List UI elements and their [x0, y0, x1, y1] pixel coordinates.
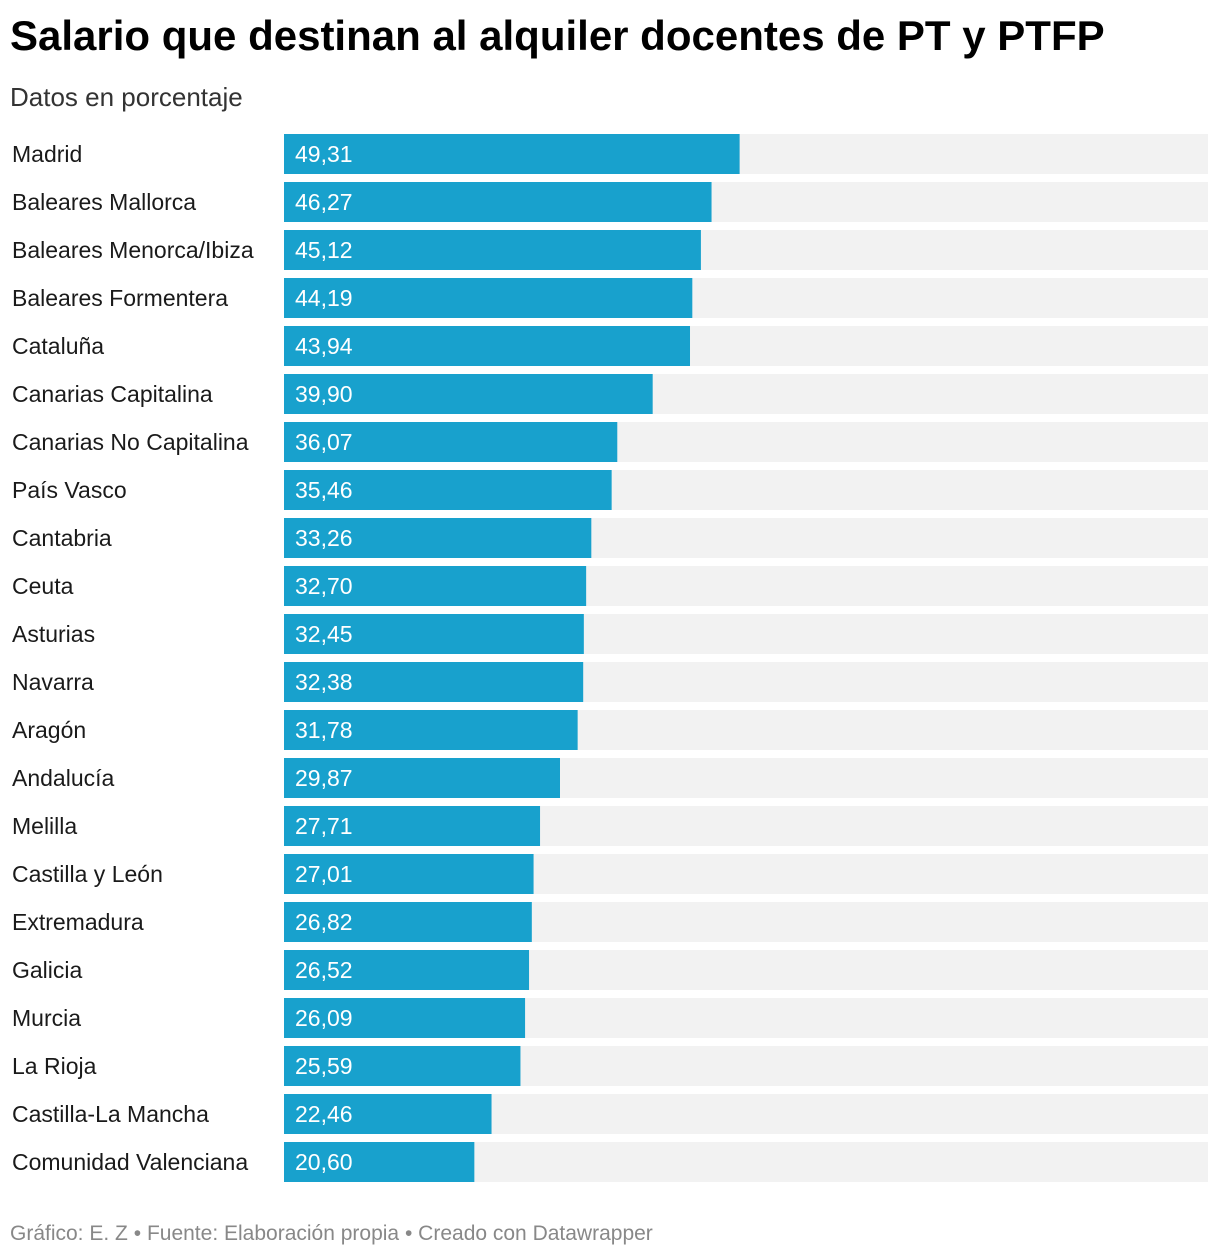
- chart-footer: Gráfico: E. Z • Fuente: Elaboración prop…: [10, 1220, 653, 1248]
- bar-value-label: 49,31: [295, 141, 353, 167]
- category-label: Asturias: [12, 621, 95, 647]
- category-label: País Vasco: [12, 477, 127, 503]
- footer-datawrapper-credit: Creado con Datawrapper: [418, 1222, 653, 1245]
- chart-title: Salario que destinan al alquiler docente…: [10, 12, 1105, 59]
- category-label: Canarias No Capitalina: [12, 429, 249, 455]
- bar: [284, 230, 701, 270]
- bar-row: Canarias Capitalina 39,90: [12, 374, 1208, 414]
- bar: [284, 1142, 475, 1182]
- bar-value-label: 32,38: [295, 669, 353, 695]
- bar-row: La Rioja 25,59: [12, 1046, 1208, 1086]
- bar-row: Castilla-La Mancha 22,46: [12, 1094, 1208, 1134]
- footer-grafico-label: Gráfico:: [10, 1222, 84, 1245]
- bar-value-label: 27,71: [295, 813, 353, 839]
- category-label: Andalucía: [12, 765, 115, 791]
- category-label: Castilla-La Mancha: [12, 1101, 209, 1127]
- bar-row: Andalucía 29,87: [12, 758, 1208, 798]
- bar-row: Melilla 27,71: [12, 806, 1208, 846]
- bar: [284, 1094, 492, 1134]
- bar-value-label: 26,52: [295, 957, 353, 983]
- footer-separator: •: [404, 1222, 413, 1245]
- bar: [284, 758, 560, 798]
- bar: [284, 902, 532, 942]
- category-label: Melilla: [12, 813, 77, 839]
- bar-value-label: 31,78: [295, 717, 353, 743]
- bar-value-label: 43,94: [295, 333, 353, 359]
- bar: [284, 854, 534, 894]
- bar-value-label: 20,60: [295, 1149, 353, 1175]
- bar-row: Navarra 32,38: [12, 662, 1208, 702]
- footer-fuente-value: Elaboración propia: [224, 1222, 400, 1245]
- category-label: Ceuta: [12, 573, 74, 599]
- bar-row: País Vasco 35,46: [12, 470, 1208, 510]
- bar-value-label: 25,59: [295, 1053, 353, 1079]
- bar-row: Extremadura 26,82: [12, 902, 1208, 942]
- bar-row: Canarias No Capitalina 36,07: [12, 422, 1208, 462]
- bar-row: Madrid 49,31: [12, 134, 1208, 174]
- bar-value-label: 32,70: [295, 573, 353, 599]
- category-label: Castilla y León: [12, 861, 163, 887]
- bar-row: Ceuta 32,70: [12, 566, 1208, 606]
- bar-value-label: 32,45: [295, 621, 353, 647]
- bar-value-label: 44,19: [295, 285, 353, 311]
- bar: [284, 278, 693, 318]
- bar: [284, 1046, 521, 1086]
- category-label: Madrid: [12, 141, 82, 167]
- bar: [284, 950, 530, 990]
- bar: [284, 614, 584, 654]
- bar-row: Asturias 32,45: [12, 614, 1208, 654]
- category-label: La Rioja: [12, 1053, 97, 1079]
- bar: [284, 566, 587, 606]
- bar-row: Galicia 26,52: [12, 950, 1208, 990]
- bar: [284, 710, 578, 750]
- bar: [284, 134, 740, 174]
- category-label: Baleares Menorca/Ibiza: [12, 237, 254, 263]
- bar-row: Comunidad Valenciana 20,60: [12, 1142, 1208, 1182]
- bar: [284, 374, 653, 414]
- bar-value-label: 36,07: [295, 429, 353, 455]
- bar: [284, 470, 612, 510]
- footer-fuente-label: Fuente:: [146, 1222, 219, 1245]
- bar-row: Aragón 31,78: [12, 710, 1208, 750]
- category-label: Baleares Mallorca: [12, 189, 196, 215]
- bar-value-label: 46,27: [295, 189, 353, 215]
- bar: [284, 422, 618, 462]
- bar: [284, 326, 691, 366]
- category-label: Comunidad Valenciana: [12, 1149, 248, 1175]
- bar-value-label: 26,09: [295, 1005, 353, 1031]
- chart-subtitle: Datos en porcentaje: [10, 82, 243, 112]
- bar-row: Castilla y León 27,01: [12, 854, 1208, 894]
- category-label: Cataluña: [12, 333, 104, 359]
- category-label: Cantabria: [12, 525, 112, 551]
- bar: [284, 518, 592, 558]
- bar-value-label: 27,01: [295, 861, 353, 887]
- bar-value-label: 39,90: [295, 381, 353, 407]
- bar-value-label: 33,26: [295, 525, 353, 551]
- category-label: Aragón: [12, 717, 86, 743]
- category-label: Canarias Capitalina: [12, 381, 213, 407]
- bar-value-label: 35,46: [295, 477, 353, 503]
- category-label: Extremadura: [12, 909, 144, 935]
- footer-separator: •: [133, 1222, 142, 1245]
- bar-row: Baleares Menorca/Ibiza 45,12: [12, 230, 1208, 270]
- bar-row: Baleares Formentera 44,19: [12, 278, 1208, 318]
- bar-row: Cataluña 43,94: [12, 326, 1208, 366]
- bar: [284, 806, 541, 846]
- bar: [284, 998, 526, 1038]
- bar-value-label: 22,46: [295, 1101, 353, 1127]
- bar-row: Murcia 26,09: [12, 998, 1208, 1038]
- bar-value-label: 29,87: [295, 765, 353, 791]
- bar-row: Baleares Mallorca 46,27: [12, 182, 1208, 222]
- category-label: Murcia: [12, 1005, 81, 1031]
- category-label: Galicia: [12, 957, 83, 983]
- bar-row: Cantabria 33,26: [12, 518, 1208, 558]
- bar-value-label: 45,12: [295, 237, 353, 263]
- category-label: Baleares Formentera: [12, 285, 228, 311]
- bar: [284, 662, 584, 702]
- category-label: Navarra: [12, 669, 94, 695]
- footer-grafico-value: E. Z: [89, 1222, 128, 1245]
- bar: [284, 182, 712, 222]
- bar-value-label: 26,82: [295, 909, 353, 935]
